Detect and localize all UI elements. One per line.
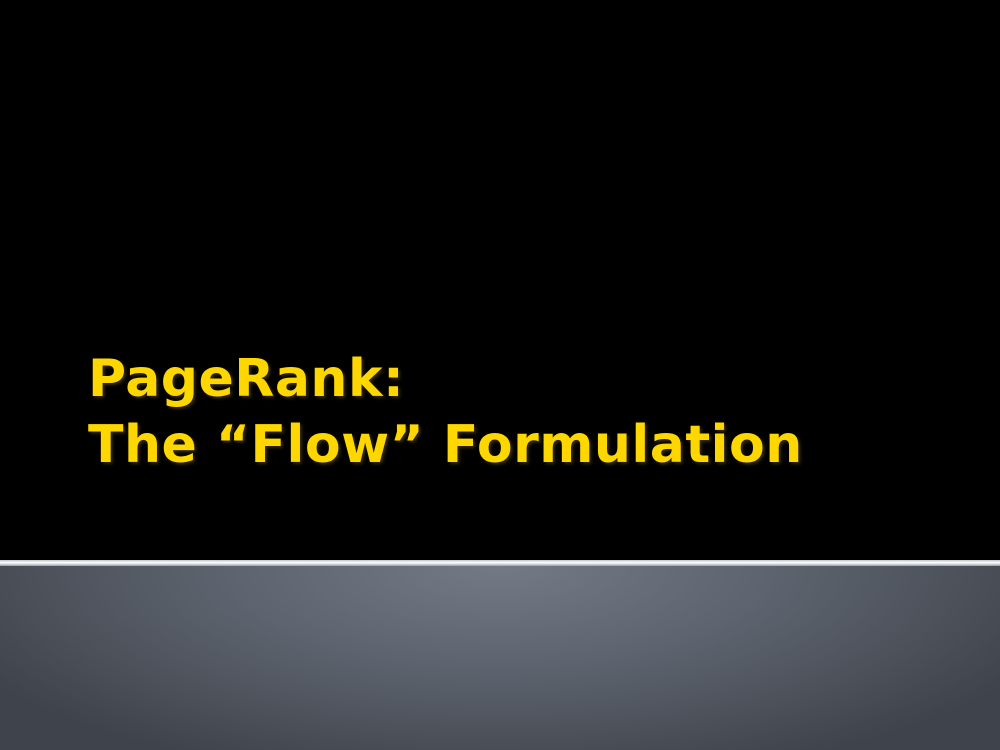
title-region: PageRank: The “Flow” Formulation [88, 346, 803, 478]
slide-title-line-1: PageRank: [88, 349, 405, 409]
slide-title-line-2: The “Flow” Formulation [88, 415, 803, 475]
divider-line [0, 560, 1000, 566]
slide-title: PageRank: The “Flow” Formulation [88, 346, 803, 478]
footer-band [0, 566, 1000, 750]
